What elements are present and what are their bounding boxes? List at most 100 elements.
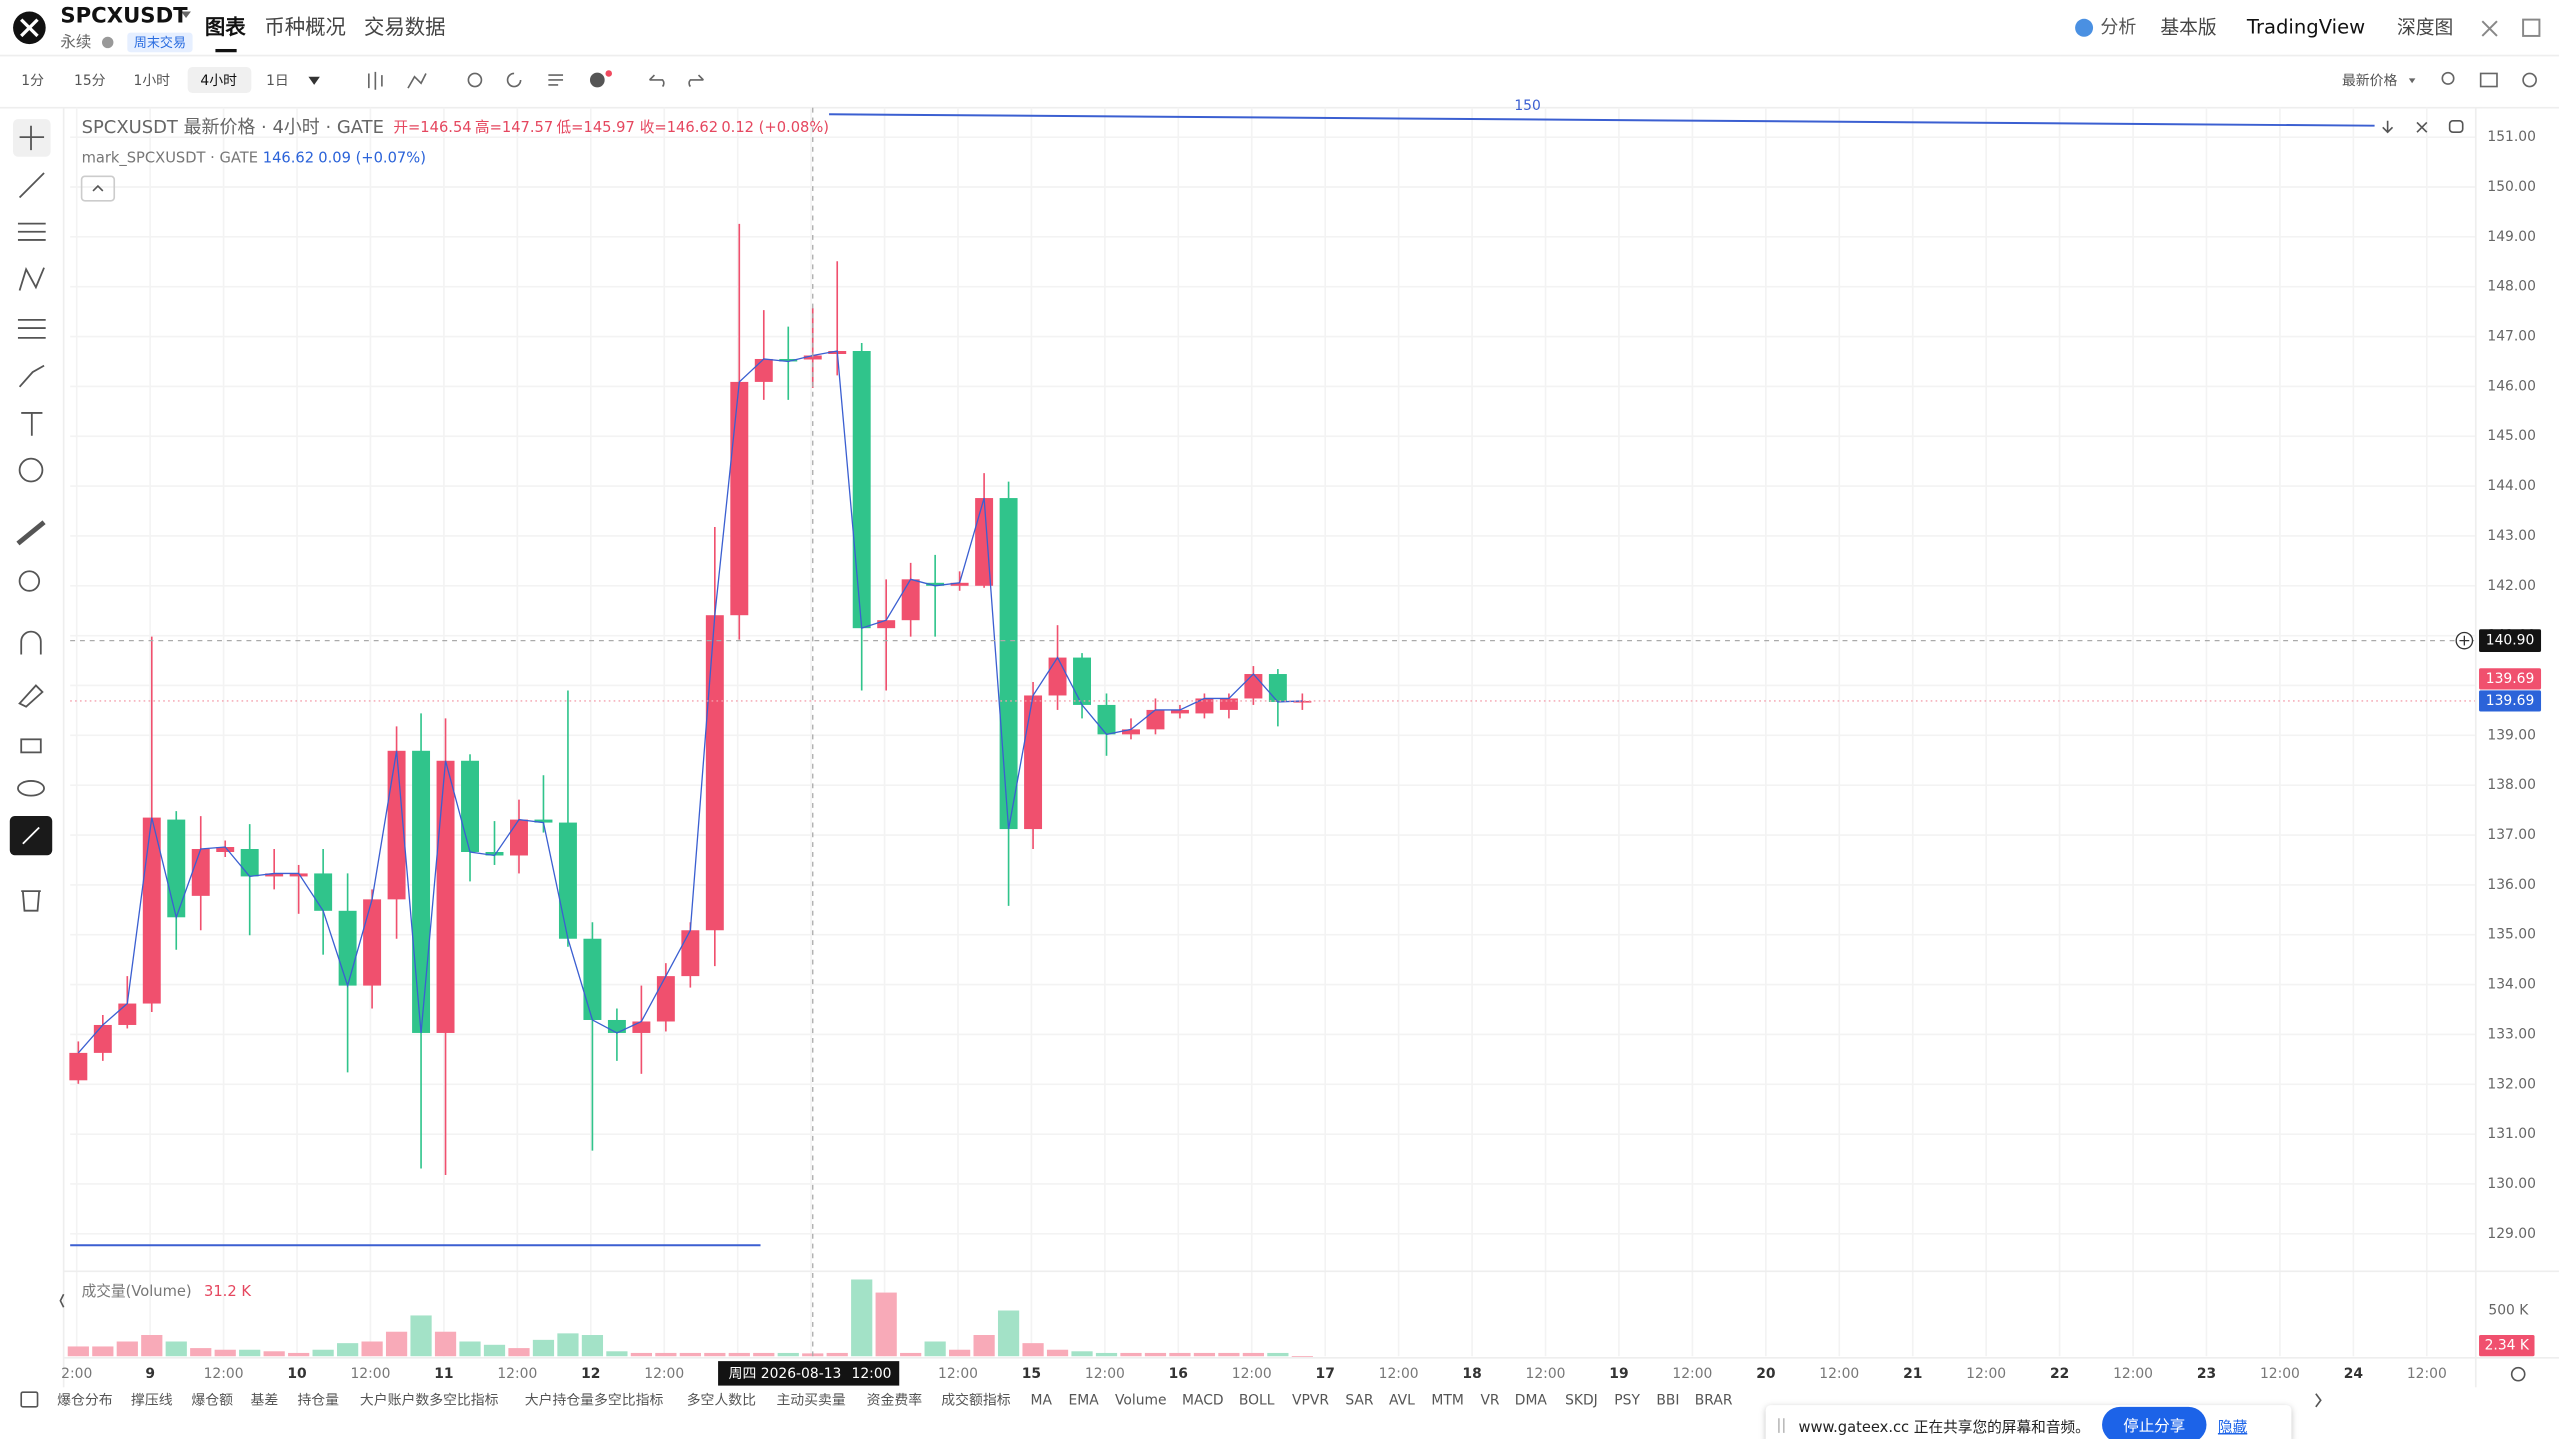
text-tool[interactable] [21, 412, 43, 436]
alert-icon[interactable] [467, 72, 483, 88]
indicator[interactable]: Volume [1115, 1392, 1167, 1408]
x-tick-label: 15 [1022, 1366, 1041, 1382]
pane-close[interactable] [2416, 121, 2428, 133]
header-link[interactable]: 分析 [2100, 17, 2136, 38]
header-link[interactable]: 深度图 [2397, 16, 2453, 38]
window-icon[interactable] [2522, 18, 2541, 37]
indicator[interactable]: 撑压线 [131, 1392, 173, 1408]
candle-body [754, 358, 773, 382]
indicator[interactable]: VPVR [1292, 1392, 1329, 1408]
drawn-line[interactable] [829, 113, 2375, 127]
delete-tool[interactable] [21, 890, 41, 912]
indicator[interactable]: BRAR [1695, 1392, 1733, 1408]
stop-share[interactable]: 停止分享 [2123, 1417, 2185, 1435]
tab[interactable]: 图表 [205, 15, 246, 39]
replay-icon[interactable] [506, 72, 522, 88]
price-source[interactable]: 最新价格 [2342, 73, 2398, 89]
indicator[interactable]: MTM [1431, 1392, 1463, 1408]
header-link[interactable]: 基本版 [2160, 16, 2216, 38]
brush-tool[interactable] [18, 364, 45, 388]
indicator[interactable]: SAR [1345, 1392, 1374, 1408]
indicator[interactable]: 成交额指标 [941, 1391, 1010, 1408]
legend-ohlc: 低=145.97 [557, 119, 635, 136]
emoji-tool[interactable] [18, 457, 44, 483]
collapse-button[interactable] [80, 175, 116, 202]
search-icon[interactable] [2441, 71, 2455, 85]
indicator[interactable]: 爆仓额 [191, 1392, 233, 1408]
measure-tool[interactable] [16, 520, 46, 546]
axis-settings[interactable] [2510, 1366, 2526, 1382]
volume-bar [1144, 1352, 1167, 1357]
stop-share-button[interactable] [2102, 1406, 2207, 1439]
indicator[interactable]: VR [1480, 1392, 1499, 1408]
lock-draw-tool[interactable] [18, 684, 44, 708]
candle-type-icon[interactable] [368, 71, 383, 90]
magnet-tool[interactable] [20, 630, 42, 655]
tab[interactable]: 交易数据 [364, 15, 446, 39]
y-tick-label: 134.00 [2487, 977, 2536, 993]
candle-body [1244, 674, 1263, 699]
pane-down[interactable] [2382, 120, 2394, 134]
link-tool[interactable] [22, 826, 40, 845]
fib-tool[interactable] [17, 222, 46, 241]
indicator[interactable]: SKDJ [1565, 1392, 1598, 1408]
indicator[interactable]: 资金费率 [867, 1391, 923, 1408]
interval[interactable]: 15分 [74, 73, 106, 89]
tab[interactable]: 币种概况 [264, 15, 346, 39]
fullscreen-icon[interactable] [2481, 20, 2498, 37]
header-link[interactable]: TradingView [2246, 15, 2365, 38]
projection-tool[interactable] [17, 319, 46, 339]
indicator-settings[interactable] [20, 1391, 39, 1408]
volume-collapse[interactable] [59, 1293, 65, 1308]
interval[interactable]: 1日 [266, 73, 289, 89]
pattern-tool[interactable] [18, 267, 45, 291]
camera-icon[interactable] [2479, 72, 2498, 88]
indicator[interactable]: EMA [1069, 1392, 1100, 1408]
volume-bar [704, 1352, 726, 1357]
visibility-tool[interactable] [17, 780, 45, 797]
indicator-scroll[interactable] [2315, 1393, 2322, 1408]
add-icon[interactable] [589, 72, 605, 88]
candle-body [387, 750, 406, 900]
indicator-icon[interactable] [407, 73, 427, 89]
redo-icon[interactable] [688, 74, 704, 88]
banner-grip[interactable] [1778, 1418, 1785, 1433]
interval[interactable]: 1小时 [134, 73, 171, 89]
pane-maximize[interactable] [2448, 119, 2464, 134]
indicator[interactable]: 大户持仓量多空比指标 [525, 1391, 664, 1408]
indicator[interactable]: DMA [1515, 1392, 1548, 1408]
trendline-tool[interactable] [18, 172, 45, 199]
hide-share[interactable]: 隐藏 [2218, 1419, 2248, 1436]
candle-body [1268, 674, 1287, 702]
interval-dropdown[interactable] [308, 76, 320, 85]
share-message: www.gateex.cc 正在共享您的屏幕和音频。 [1798, 1419, 2089, 1436]
crosshair-tool[interactable] [19, 125, 45, 151]
lock-tool[interactable] [20, 738, 42, 754]
interval[interactable]: 1分 [21, 73, 44, 89]
indicator[interactable]: 持仓量 [297, 1392, 339, 1408]
indicator[interactable]: 主动买卖量 [776, 1392, 845, 1408]
indicator[interactable]: MACD [1182, 1392, 1224, 1408]
settings-icon[interactable] [2522, 72, 2537, 88]
price-source-dropdown[interactable] [2408, 78, 2416, 84]
indicator[interactable]: BBI [1656, 1392, 1679, 1408]
indicator[interactable]: 基差 [251, 1391, 279, 1408]
analysis-icon[interactable] [2075, 18, 2094, 37]
interval[interactable]: 4小时 [200, 73, 237, 89]
symbol[interactable]: SPCXUSDT [60, 3, 188, 28]
symbol-dropdown[interactable] [181, 11, 191, 18]
undo-icon[interactable] [648, 74, 665, 88]
indicator[interactable]: AVL [1389, 1392, 1415, 1408]
info-icon[interactable] [102, 36, 114, 49]
x-tick-label: 12:00 [497, 1366, 537, 1382]
x-tick-label: 20 [1756, 1366, 1775, 1382]
template-icon[interactable] [548, 74, 564, 86]
indicator[interactable]: 多空人数比 [687, 1391, 756, 1408]
indicator[interactable]: BOLL [1239, 1392, 1275, 1408]
indicator[interactable]: 大户账户数多空比指标 [360, 1391, 499, 1408]
indicator[interactable]: PSY [1614, 1392, 1640, 1408]
candle-body [999, 498, 1018, 830]
indicator[interactable]: 爆仓分布 [57, 1392, 113, 1408]
indicator[interactable]: MA [1030, 1392, 1052, 1408]
zoom-tool[interactable] [18, 570, 41, 592]
